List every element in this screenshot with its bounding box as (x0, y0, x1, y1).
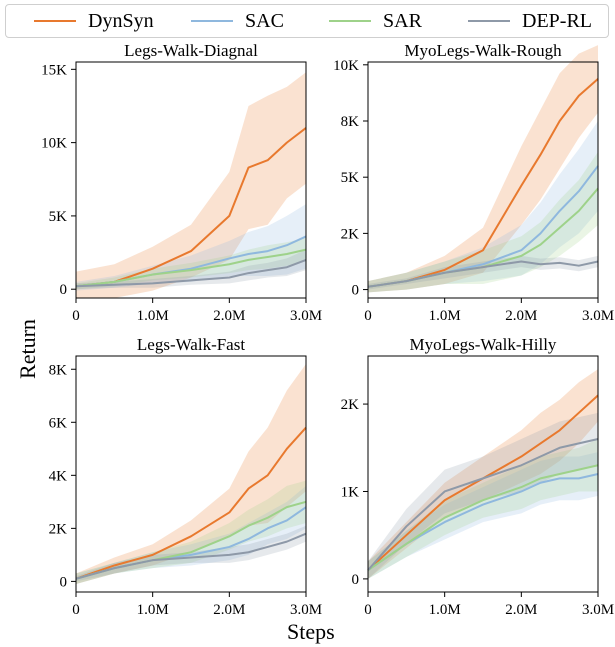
panel-4-ytick-label: 1K (341, 484, 360, 500)
panel-1-ytick-label: 15K (41, 62, 67, 78)
panel-4-frame (367, 355, 599, 593)
panel-2-ytick-label: 10K (333, 58, 359, 74)
panel-1-ytick-label: 5K (49, 209, 68, 225)
panel-2-ytick-label: 0 (352, 283, 360, 299)
panel-2-band-sac (368, 121, 598, 293)
panel-1-line-dynsyn (75, 127, 307, 288)
panel-2-xtick-label: 0 (364, 308, 372, 324)
panel-2-xtick-label: 2.0M (505, 308, 537, 324)
legend-item-sar: SAR (329, 5, 422, 37)
legend-label-sar: SAR (383, 9, 422, 32)
panel-2-title: MyoLegs-Walk-Rough (404, 41, 562, 60)
x-axis-label: Steps (287, 619, 335, 644)
panel-2-ytick-label: 8K (341, 114, 360, 130)
panel-2-band-sar (368, 151, 598, 293)
panel-3-ytick-label: 4K (49, 468, 68, 484)
legend-label-dynsyn: DynSyn (88, 9, 154, 32)
panel-2-band-dynsyn (368, 45, 598, 293)
panel-1-line-dep-rl (75, 258, 307, 288)
panel-3-ytick-label: 2K (49, 521, 68, 537)
panel-3-frame (75, 355, 307, 593)
panel-4-line-dep-rl (367, 438, 599, 571)
panel-3-band-sar (76, 480, 306, 585)
legend-label-sac: SAC (245, 9, 284, 32)
panel-1-line-sar (75, 248, 307, 288)
panel-4-xtick-label: 0 (364, 602, 372, 618)
panel-3-band-dynsyn (76, 363, 306, 585)
panel-1-band-sar (76, 237, 306, 290)
panel-3-band-dep-rl (76, 525, 306, 582)
panel-1-band-dynsyn (76, 72, 306, 299)
panel-1-band-sac (76, 204, 306, 291)
panel-2-xtick-label: 3.0M (582, 308, 614, 324)
panel-4-xtick-label: 3.0M (582, 602, 614, 618)
panel-2-xtick-label: 1.0M (429, 308, 461, 324)
panel-4-ytick-label: 0 (352, 572, 360, 588)
legend-swatch-sar (329, 20, 371, 22)
panel-3-ytick-label: 8K (49, 362, 68, 378)
panel-4-band-dynsyn (368, 369, 598, 579)
legend-swatch-deprl (468, 20, 510, 22)
panel-4-ytick-label: 2K (341, 397, 360, 413)
panel-2-frame (367, 61, 599, 299)
legend: DynSyn SAC SAR DEP-RL (5, 4, 609, 38)
y-axis-label: Return (15, 319, 40, 379)
panel-4-title: MyoLegs-Walk-Hilly (410, 335, 557, 354)
panel-2-ytick-label: 5K (341, 170, 360, 186)
panel-2-line-dep-rl (367, 260, 599, 288)
legend-item-dynsyn: DynSyn (34, 5, 154, 37)
panel-1-band-dep-rl (76, 249, 306, 290)
legend-swatch-dynsyn (34, 20, 76, 22)
panel-2-ytick-label: 2K (341, 226, 360, 242)
legend-swatch-sac (191, 20, 233, 22)
panel-3-ytick-label: 0 (60, 574, 68, 590)
panel-1-xtick-label: 3.0M (290, 308, 322, 324)
panel-3-xtick-label: 0 (72, 602, 80, 618)
panel-1-title: Legs-Walk-Diagnal (124, 41, 258, 60)
panel-1-frame (75, 61, 307, 299)
panel-1-ytick-label: 10K (41, 136, 67, 152)
panel-4-line-dynsyn (367, 394, 599, 571)
panel-4-band-sar (368, 439, 598, 579)
panel-3-ytick-label: 6K (49, 415, 68, 431)
panel-1-xtick-label: 1.0M (137, 308, 169, 324)
panel-3-line-dynsyn (75, 426, 307, 580)
panel-3-xtick-label: 1.0M (137, 602, 169, 618)
legend-label-deprl: DEP-RL (522, 9, 592, 32)
panel-4-xtick-label: 2.0M (505, 602, 537, 618)
legend-item-deprl: DEP-RL (468, 5, 592, 37)
legend-item-sac: SAC (191, 5, 284, 37)
panel-3-xtick-label: 2.0M (213, 602, 245, 618)
panel-4-line-sac (367, 473, 599, 571)
panel-1-xtick-label: 0 (72, 308, 80, 324)
panel-3-xtick-label: 3.0M (290, 602, 322, 618)
panel-1-xtick-label: 2.0M (213, 308, 245, 324)
panel-4-xtick-label: 1.0M (429, 602, 461, 618)
panel-4-line-sar (367, 464, 599, 571)
panel-3-line-dep-rl (75, 532, 307, 580)
panel-3-title: Legs-Walk-Fast (137, 335, 245, 354)
panel-1-ytick-label: 0 (60, 282, 68, 298)
panel-4-band-dep-rl (368, 412, 598, 579)
